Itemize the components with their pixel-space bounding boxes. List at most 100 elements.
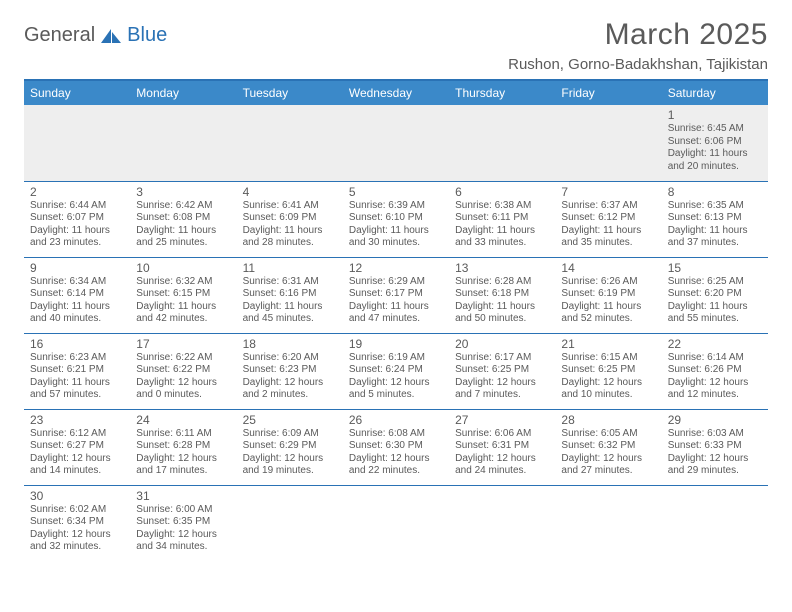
- calendar-day-cell: [237, 105, 343, 181]
- day-info: Sunrise: 6:35 AMSunset: 6:13 PMDaylight:…: [668, 200, 762, 250]
- calendar-week-row: 16Sunrise: 6:23 AMSunset: 6:21 PMDayligh…: [24, 333, 768, 409]
- calendar-week-row: 1Sunrise: 6:45 AMSunset: 6:06 PMDaylight…: [24, 105, 768, 181]
- calendar-day-cell: [130, 105, 236, 181]
- day-info: Sunrise: 6:20 AMSunset: 6:23 PMDaylight:…: [243, 352, 337, 402]
- logo-text-blue: Blue: [127, 24, 167, 47]
- calendar-day-cell: 20Sunrise: 6:17 AMSunset: 6:25 PMDayligh…: [449, 333, 555, 409]
- day-info: Sunrise: 6:08 AMSunset: 6:30 PMDaylight:…: [349, 428, 443, 478]
- day-info: Sunrise: 6:31 AMSunset: 6:16 PMDaylight:…: [243, 276, 337, 326]
- calendar-day-cell: [449, 485, 555, 561]
- calendar-day-cell: 28Sunrise: 6:05 AMSunset: 6:32 PMDayligh…: [555, 409, 661, 485]
- weekday-friday: Friday: [555, 81, 661, 105]
- day-info: Sunrise: 6:38 AMSunset: 6:11 PMDaylight:…: [455, 200, 549, 250]
- calendar-week-row: 2Sunrise: 6:44 AMSunset: 6:07 PMDaylight…: [24, 181, 768, 257]
- day-info: Sunrise: 6:23 AMSunset: 6:21 PMDaylight:…: [30, 352, 124, 402]
- weekday-monday: Monday: [130, 81, 236, 105]
- day-number: 4: [243, 185, 337, 199]
- day-info: Sunrise: 6:06 AMSunset: 6:31 PMDaylight:…: [455, 428, 549, 478]
- day-info: Sunrise: 6:15 AMSunset: 6:25 PMDaylight:…: [561, 352, 655, 402]
- day-info: Sunrise: 6:42 AMSunset: 6:08 PMDaylight:…: [136, 200, 230, 250]
- day-info: Sunrise: 6:03 AMSunset: 6:33 PMDaylight:…: [668, 428, 762, 478]
- calendar-day-cell: 14Sunrise: 6:26 AMSunset: 6:19 PMDayligh…: [555, 257, 661, 333]
- day-info: Sunrise: 6:00 AMSunset: 6:35 PMDaylight:…: [136, 504, 230, 554]
- day-number: 28: [561, 413, 655, 427]
- day-number: 21: [561, 337, 655, 351]
- day-number: 25: [243, 413, 337, 427]
- day-number: 2: [30, 185, 124, 199]
- calendar-day-cell: 4Sunrise: 6:41 AMSunset: 6:09 PMDaylight…: [237, 181, 343, 257]
- calendar-week-row: 9Sunrise: 6:34 AMSunset: 6:14 PMDaylight…: [24, 257, 768, 333]
- calendar-day-cell: 13Sunrise: 6:28 AMSunset: 6:18 PMDayligh…: [449, 257, 555, 333]
- day-number: 29: [668, 413, 762, 427]
- day-number: 15: [668, 261, 762, 275]
- calendar-week-row: 30Sunrise: 6:02 AMSunset: 6:34 PMDayligh…: [24, 485, 768, 561]
- day-info: Sunrise: 6:17 AMSunset: 6:25 PMDaylight:…: [455, 352, 549, 402]
- calendar-day-cell: [555, 485, 661, 561]
- calendar-day-cell: 29Sunrise: 6:03 AMSunset: 6:33 PMDayligh…: [662, 409, 768, 485]
- day-info: Sunrise: 6:19 AMSunset: 6:24 PMDaylight:…: [349, 352, 443, 402]
- day-info: Sunrise: 6:02 AMSunset: 6:34 PMDaylight:…: [30, 504, 124, 554]
- calendar-day-cell: 24Sunrise: 6:11 AMSunset: 6:28 PMDayligh…: [130, 409, 236, 485]
- calendar-day-cell: 25Sunrise: 6:09 AMSunset: 6:29 PMDayligh…: [237, 409, 343, 485]
- calendar-day-cell: 21Sunrise: 6:15 AMSunset: 6:25 PMDayligh…: [555, 333, 661, 409]
- month-title: March 2025: [508, 18, 768, 52]
- location-text: Rushon, Gorno-Badakhshan, Tajikistan: [508, 56, 768, 73]
- day-info: Sunrise: 6:22 AMSunset: 6:22 PMDaylight:…: [136, 352, 230, 402]
- calendar-day-cell: [662, 485, 768, 561]
- calendar-day-cell: 30Sunrise: 6:02 AMSunset: 6:34 PMDayligh…: [24, 485, 130, 561]
- day-number: 6: [455, 185, 549, 199]
- day-number: 20: [455, 337, 549, 351]
- calendar-day-cell: 18Sunrise: 6:20 AMSunset: 6:23 PMDayligh…: [237, 333, 343, 409]
- calendar-day-cell: 16Sunrise: 6:23 AMSunset: 6:21 PMDayligh…: [24, 333, 130, 409]
- day-info: Sunrise: 6:14 AMSunset: 6:26 PMDaylight:…: [668, 352, 762, 402]
- day-info: Sunrise: 6:34 AMSunset: 6:14 PMDaylight:…: [30, 276, 124, 326]
- header: General Blue March 2025 Rushon, Gorno-Ba…: [24, 18, 768, 73]
- day-number: 18: [243, 337, 337, 351]
- calendar-day-cell: [24, 105, 130, 181]
- day-info: Sunrise: 6:28 AMSunset: 6:18 PMDaylight:…: [455, 276, 549, 326]
- day-number: 19: [349, 337, 443, 351]
- day-number: 7: [561, 185, 655, 199]
- day-info: Sunrise: 6:11 AMSunset: 6:28 PMDaylight:…: [136, 428, 230, 478]
- day-number: 27: [455, 413, 549, 427]
- day-info: Sunrise: 6:05 AMSunset: 6:32 PMDaylight:…: [561, 428, 655, 478]
- logo-sail-icon: [99, 27, 123, 45]
- day-number: 14: [561, 261, 655, 275]
- calendar-day-cell: 1Sunrise: 6:45 AMSunset: 6:06 PMDaylight…: [662, 105, 768, 181]
- calendar-table: Sunday Monday Tuesday Wednesday Thursday…: [24, 81, 768, 561]
- weekday-saturday: Saturday: [662, 81, 768, 105]
- day-number: 30: [30, 489, 124, 503]
- day-number: 3: [136, 185, 230, 199]
- day-number: 8: [668, 185, 762, 199]
- calendar-day-cell: 12Sunrise: 6:29 AMSunset: 6:17 PMDayligh…: [343, 257, 449, 333]
- calendar-day-cell: 31Sunrise: 6:00 AMSunset: 6:35 PMDayligh…: [130, 485, 236, 561]
- day-number: 1: [668, 108, 762, 122]
- calendar-day-cell: 2Sunrise: 6:44 AMSunset: 6:07 PMDaylight…: [24, 181, 130, 257]
- day-number: 31: [136, 489, 230, 503]
- calendar-day-cell: 6Sunrise: 6:38 AMSunset: 6:11 PMDaylight…: [449, 181, 555, 257]
- day-number: 22: [668, 337, 762, 351]
- calendar-day-cell: [343, 485, 449, 561]
- calendar-day-cell: 17Sunrise: 6:22 AMSunset: 6:22 PMDayligh…: [130, 333, 236, 409]
- calendar-day-cell: 19Sunrise: 6:19 AMSunset: 6:24 PMDayligh…: [343, 333, 449, 409]
- day-number: 5: [349, 185, 443, 199]
- calendar-day-cell: 22Sunrise: 6:14 AMSunset: 6:26 PMDayligh…: [662, 333, 768, 409]
- day-number: 13: [455, 261, 549, 275]
- day-info: Sunrise: 6:26 AMSunset: 6:19 PMDaylight:…: [561, 276, 655, 326]
- title-block: March 2025 Rushon, Gorno-Badakhshan, Taj…: [508, 18, 768, 73]
- day-info: Sunrise: 6:12 AMSunset: 6:27 PMDaylight:…: [30, 428, 124, 478]
- logo: General Blue: [24, 24, 167, 47]
- day-info: Sunrise: 6:25 AMSunset: 6:20 PMDaylight:…: [668, 276, 762, 326]
- weekday-wednesday: Wednesday: [343, 81, 449, 105]
- calendar-day-cell: 8Sunrise: 6:35 AMSunset: 6:13 PMDaylight…: [662, 181, 768, 257]
- calendar-week-row: 23Sunrise: 6:12 AMSunset: 6:27 PMDayligh…: [24, 409, 768, 485]
- calendar-day-cell: 27Sunrise: 6:06 AMSunset: 6:31 PMDayligh…: [449, 409, 555, 485]
- day-info: Sunrise: 6:44 AMSunset: 6:07 PMDaylight:…: [30, 200, 124, 250]
- day-number: 16: [30, 337, 124, 351]
- day-number: 26: [349, 413, 443, 427]
- weekday-sunday: Sunday: [24, 81, 130, 105]
- calendar-day-cell: [555, 105, 661, 181]
- day-info: Sunrise: 6:37 AMSunset: 6:12 PMDaylight:…: [561, 200, 655, 250]
- calendar-day-cell: [449, 105, 555, 181]
- logo-text-general: General: [24, 24, 95, 47]
